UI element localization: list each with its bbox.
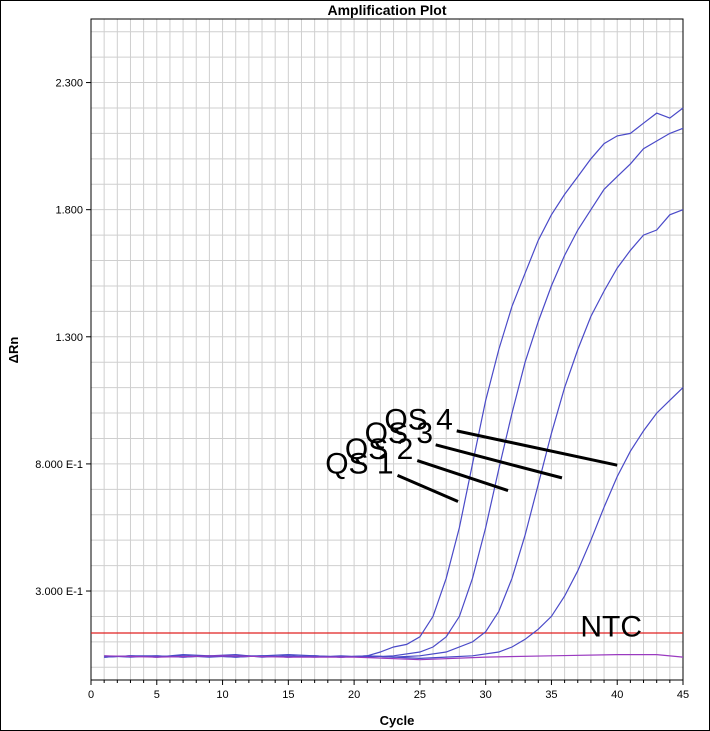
- y-tick-label: 8.000 E-1: [35, 459, 83, 471]
- x-tick-label: 5: [154, 689, 160, 701]
- y-tick-label: 1.300: [55, 332, 83, 344]
- x-tick-label: 20: [348, 689, 360, 701]
- x-tick-label: 45: [677, 689, 689, 701]
- x-tick-label: 10: [216, 689, 228, 701]
- series-line-ntc: [104, 653, 684, 661]
- annotation-label-qs-3: QS 3: [365, 417, 433, 450]
- x-tick-label: 40: [611, 689, 623, 701]
- y-tick-label: 3.000 E-1: [35, 586, 83, 598]
- series-line-qs-1: [104, 387, 684, 660]
- x-tick-label: 30: [480, 689, 492, 701]
- annotation-label-qs-4: QS 4: [384, 404, 452, 437]
- x-axis-title: Cycle: [380, 713, 415, 728]
- annotation-label-qs-2: QS 2: [345, 433, 413, 466]
- chart-title: Amplification Plot: [328, 2, 447, 18]
- annotation-pointer-qs-1: [396, 473, 459, 503]
- annotation-pointer-qs-3: [435, 443, 563, 480]
- y-tick-label: 2.300: [55, 78, 83, 90]
- series-group: [104, 107, 684, 661]
- plot-border: [90, 18, 684, 681]
- x-tick-label: 25: [414, 689, 426, 701]
- plot-background: [91, 19, 683, 680]
- annotation-pointer-qs-4: [456, 429, 618, 467]
- annotation-label-ntc: NTC: [580, 611, 642, 644]
- y-tick-label: 1.800: [55, 205, 83, 217]
- annotation-pointer-qs-2: [416, 459, 509, 493]
- annotation-label-qs-1: QS 1: [325, 448, 393, 481]
- x-tick-label: 35: [545, 689, 557, 701]
- x-tick-label: 0: [88, 689, 94, 701]
- x-tick-label: 15: [282, 689, 294, 701]
- y-axis-title: ΔRn: [6, 337, 21, 364]
